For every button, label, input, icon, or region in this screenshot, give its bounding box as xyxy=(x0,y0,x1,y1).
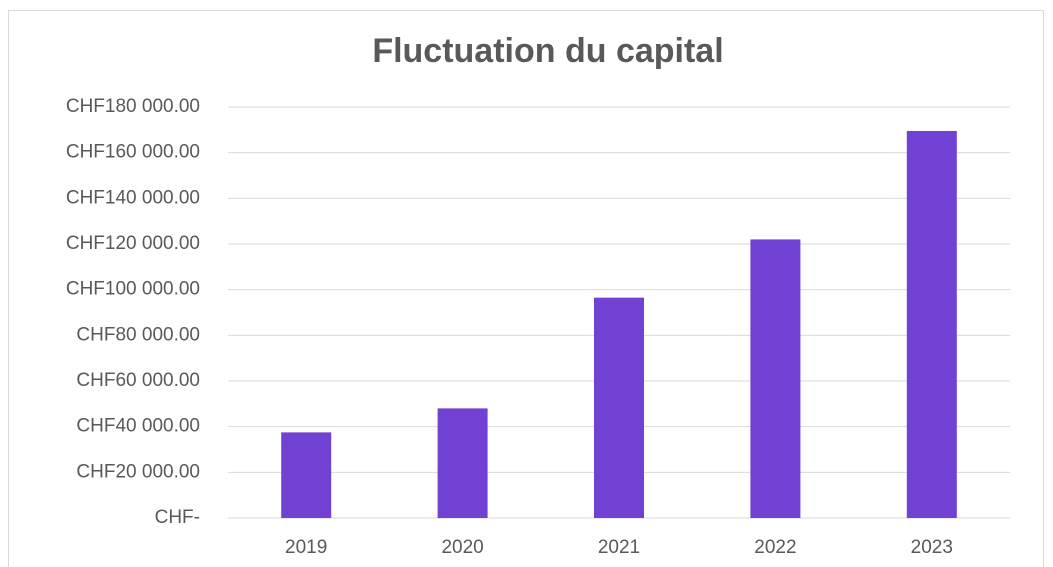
x-tick-label: 2022 xyxy=(754,537,796,558)
x-tick-label: 2019 xyxy=(285,537,327,558)
x-tick-label: 2020 xyxy=(441,537,483,558)
x-tick-label: 2021 xyxy=(598,537,640,558)
y-tick-label: CHF120 000.00 xyxy=(66,233,200,254)
y-tick-label: CHF100 000.00 xyxy=(66,279,200,300)
y-tick-label: CHF- xyxy=(155,507,200,528)
bar xyxy=(281,432,332,518)
y-tick-label: CHF20 000.00 xyxy=(76,461,200,482)
bar xyxy=(906,130,957,518)
bar xyxy=(594,297,644,518)
x-tick-label: 2023 xyxy=(911,537,953,558)
bar xyxy=(750,239,801,518)
chart-frame xyxy=(8,10,1044,567)
y-tick-label: CHF160 000.00 xyxy=(66,142,200,163)
y-tick-label: CHF60 000.00 xyxy=(76,370,200,391)
bar xyxy=(437,408,488,518)
chart-title: Fluctuation du capital xyxy=(372,32,723,70)
y-tick-label: CHF80 000.00 xyxy=(76,324,200,345)
y-tick-label: CHF180 000.00 xyxy=(66,96,200,117)
y-tick-label: CHF140 000.00 xyxy=(66,187,200,208)
y-tick-label: CHF40 000.00 xyxy=(76,416,200,437)
